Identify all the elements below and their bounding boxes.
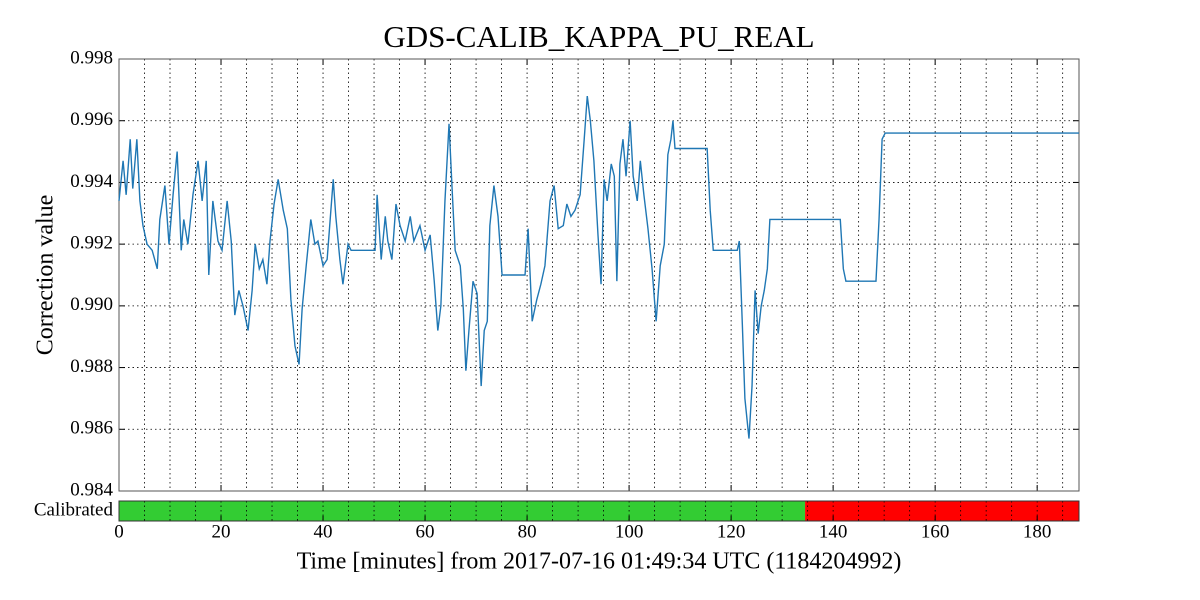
x-tick-label: 60 [416, 521, 435, 542]
plot-frame [118, 58, 1080, 492]
segment-label: Calibrated [34, 499, 114, 520]
x-tick-label: 40 [314, 521, 333, 542]
chart-title: GDS-CALIB_KAPPA_PU_REAL [383, 19, 814, 54]
x-tick-label: 100 [615, 521, 644, 542]
x-tick-label: 140 [819, 521, 848, 542]
x-tick-label: 80 [518, 521, 537, 542]
y-tick-label: 0.990 [70, 294, 113, 315]
segment [119, 501, 806, 521]
x-tick-label: 180 [1023, 521, 1052, 542]
x-axis-label: Time [minutes] from 2017-07-16 01:49:34 … [297, 549, 902, 575]
y-tick-label: 0.986 [70, 418, 113, 439]
y-tick-label: 0.998 [70, 47, 113, 68]
segment-frame [118, 500, 1080, 522]
y-tick-label: 0.988 [70, 356, 113, 377]
y-tick-label: 0.984 [70, 479, 113, 500]
y-tick-label: 0.994 [70, 171, 113, 192]
series-line [118, 95, 1079, 439]
segment [805, 501, 1079, 521]
y-axis-label: Correction value [33, 195, 59, 356]
x-tick-label: 160 [921, 521, 950, 542]
x-tick-label: 120 [717, 521, 746, 542]
x-tick-label: 20 [212, 521, 231, 542]
y-tick-label: 0.992 [70, 233, 113, 254]
y-tick-label: 0.996 [70, 109, 113, 130]
x-tick-label: 0 [114, 521, 124, 542]
